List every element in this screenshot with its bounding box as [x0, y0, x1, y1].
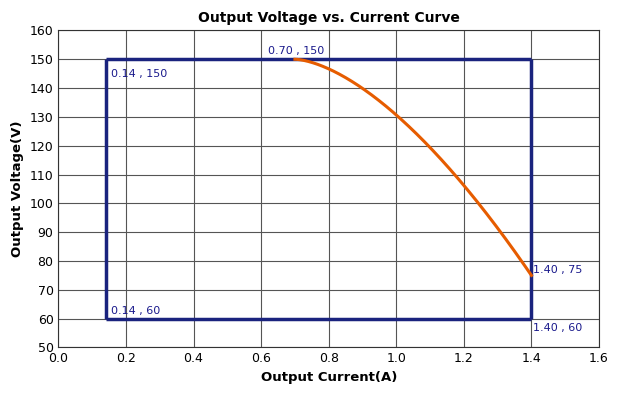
Text: 0.14 , 150: 0.14 , 150 [111, 70, 167, 79]
Text: 1.40 , 75: 1.40 , 75 [533, 265, 583, 275]
Text: 0.14 , 60: 0.14 , 60 [111, 306, 160, 316]
Title: Output Voltage vs. Current Curve: Output Voltage vs. Current Curve [198, 11, 459, 25]
Text: 1.40 , 60: 1.40 , 60 [533, 323, 582, 333]
Text: 0.70 , 150: 0.70 , 150 [268, 46, 324, 56]
X-axis label: Output Current(A): Output Current(A) [260, 371, 397, 384]
Y-axis label: Output Voltage(V): Output Voltage(V) [11, 121, 24, 257]
